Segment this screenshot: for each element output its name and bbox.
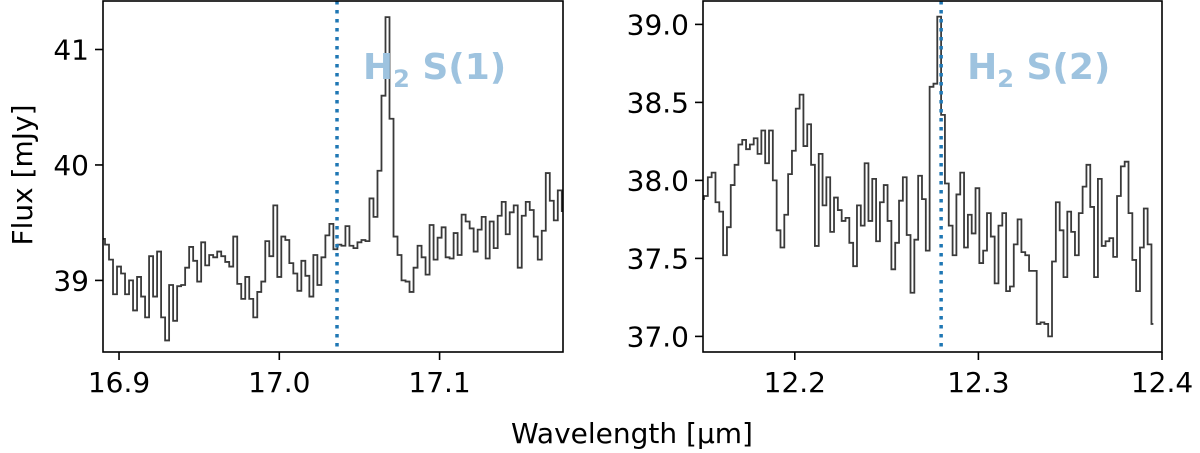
x-axis-title: Wavelength [μm] [511,417,753,450]
x-tick-label: 17.1 [408,366,470,399]
x-tick-label: 12.3 [947,366,1009,399]
y-tick-label: 37.5 [627,242,689,275]
y-tick-label: 37.0 [627,320,689,353]
emission-line-label: H2 S(1) [363,47,506,93]
plot-frame [102,0,564,353]
y-tick-label: 40 [53,149,89,182]
x-tick-label: 12.2 [764,366,826,399]
x-tick-label: 16.9 [88,366,150,399]
y-tick-label: 39 [53,264,89,297]
emission-line-label: H2 S(2) [967,47,1110,93]
spectrum-series-line [103,16,563,342]
y-tick-label: 39.0 [627,8,689,41]
panel-h2-s2: 12.2 12.3 12.4 37.0 37.5 38.0 38.5 39.0 H2 S(2) [627,0,1193,399]
x-tick-label: 17.0 [248,366,310,399]
y-tick-label: 38.5 [627,86,689,119]
panel-h2-s1: 16.9 17.0 17.1 39 40 41 H2 S(1) [53,0,564,399]
y-axis-title: Flux [mJy] [6,104,39,245]
x-tick-label: 12.4 [1131,366,1193,399]
plot-frame [702,0,1163,353]
y-tick-label: 38.0 [627,164,689,197]
y-tick-label: 41 [53,33,89,66]
spectrum-series-line [703,15,1154,338]
